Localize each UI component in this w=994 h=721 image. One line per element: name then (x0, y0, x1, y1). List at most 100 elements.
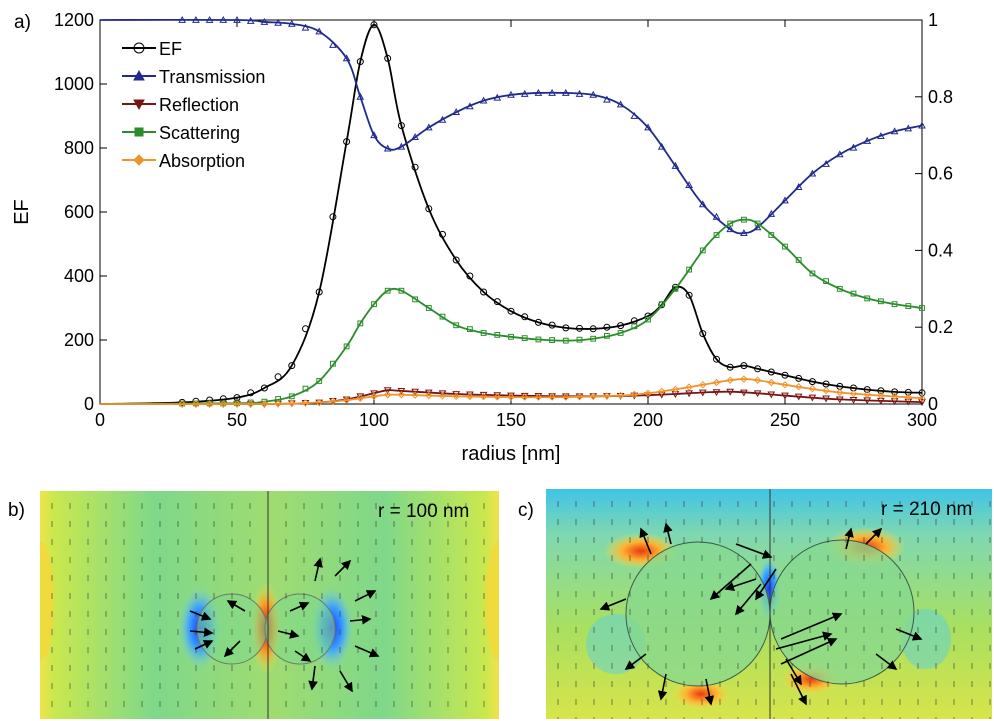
legend-entry-transmission: Transmission (122, 67, 265, 87)
series-point-scattering (604, 332, 610, 339)
x-tick-label: 300 (907, 410, 937, 430)
series-point-absorption (603, 392, 611, 400)
series-point-transmission (589, 90, 598, 98)
series-point-transmission (671, 161, 680, 169)
series-point-scattering (343, 343, 350, 350)
series-point-ef (863, 386, 871, 394)
series-point-ef (521, 313, 529, 321)
series-point-absorption (904, 393, 913, 401)
series-point-reflection (767, 391, 776, 399)
field-vector-strong (313, 557, 323, 582)
field-vector-strong (657, 673, 668, 701)
series-point-scattering (850, 290, 857, 297)
series-point-scattering (590, 335, 597, 342)
series-point-absorption (479, 392, 488, 401)
series-point-transmission (205, 15, 214, 23)
series-point-scattering (330, 360, 336, 367)
field-vector-strong (755, 568, 777, 601)
series-point-scattering (795, 257, 802, 263)
panel-c-radius-annotation: r = 210 nm (881, 499, 973, 520)
legend-marker (134, 127, 144, 137)
series-point-absorption (520, 393, 529, 401)
series-point-absorption (548, 393, 556, 401)
axis-ticks: 0 50 100 150 200 250 3000200400600800100012000… (54, 10, 953, 430)
series-point-ef (507, 307, 515, 315)
series-point-absorption (411, 391, 419, 399)
series-point-scattering (576, 336, 583, 343)
series-point-absorption (438, 392, 447, 400)
field-vector-strong (709, 563, 752, 601)
series-point-scattering (631, 323, 638, 330)
series-point-transmission (342, 54, 351, 62)
series-transmission (99, 15, 926, 237)
series-point-ef (795, 374, 803, 382)
field-vector-strong (354, 645, 380, 658)
field-vector-strong (704, 678, 715, 706)
series-point-ef (247, 389, 255, 397)
series-point-ef (726, 363, 734, 371)
field-vector-strong (865, 527, 883, 545)
series-point-absorption (849, 389, 858, 398)
series-point-transmission (383, 144, 392, 152)
series-point-ef (808, 378, 816, 386)
series-point-ef (480, 288, 488, 296)
series-point-transmission (493, 93, 502, 101)
field-vector-strong (226, 600, 246, 612)
series-point-transmission (370, 131, 378, 139)
series-point-transmission (548, 88, 556, 96)
series-point-scattering (727, 220, 734, 227)
series-point-ef (302, 325, 309, 333)
series-point-transmission (740, 229, 748, 237)
series-point-scattering (398, 287, 405, 294)
legend-marker (133, 154, 145, 166)
series-point-transmission (753, 223, 762, 231)
series-point-ef (274, 373, 282, 381)
series-point-scattering (809, 270, 816, 277)
series-point-scattering (384, 287, 391, 294)
field-vector-strong (734, 583, 762, 616)
series-point-absorption (616, 391, 625, 400)
series-point-ef (452, 256, 460, 264)
main-chart: 0 50 100 150 200 250 3000200400600800100012000… (11, 10, 953, 465)
series-point-reflection (726, 388, 735, 396)
series-point-ef (370, 21, 378, 29)
series-point-transmission (356, 92, 365, 100)
series-point-transmission (411, 133, 419, 141)
series-point-absorption (589, 392, 597, 401)
series-point-transmission (904, 124, 913, 132)
series-point-scattering (357, 320, 364, 327)
series-point-ef (767, 368, 775, 376)
series-point-scattering (891, 301, 898, 308)
legend-label: Reflection (159, 95, 239, 115)
field-vector-strong (663, 522, 673, 545)
series-point-ef (781, 371, 789, 379)
series-point-scattering (549, 337, 556, 343)
field-vector-strong (294, 650, 312, 662)
series-point-scattering (672, 285, 679, 292)
series-point-scattering (754, 220, 761, 227)
series-point-reflection (835, 396, 844, 404)
series-point-scattering (467, 326, 473, 333)
series-point-ef (384, 54, 392, 62)
series-point-reflection (849, 396, 858, 404)
legend-entry-reflection: Reflection (122, 95, 239, 115)
series-point-ef (425, 205, 433, 213)
series-point-scattering (535, 336, 542, 343)
series-point-ef (699, 330, 707, 338)
series-point-ef (493, 298, 501, 306)
legend-entry-ef: EF (122, 39, 182, 59)
series-point-transmission (192, 15, 200, 23)
series-layer (99, 15, 926, 409)
series-point-absorption (794, 383, 803, 391)
legend-entry-absorption: Absorption (122, 151, 245, 171)
series-point-absorption (712, 378, 721, 387)
series-point-transmission (507, 90, 515, 98)
series-point-transmission (479, 96, 488, 104)
panel-b-radius-annotation: r = 100 nm (378, 501, 470, 522)
series-point-scattering (439, 313, 446, 320)
series-point-absorption (301, 399, 310, 407)
field-vector-strong (189, 610, 212, 621)
series-point-ef (397, 122, 405, 130)
series-point-transmission (397, 142, 406, 150)
series-point-absorption (192, 400, 200, 408)
